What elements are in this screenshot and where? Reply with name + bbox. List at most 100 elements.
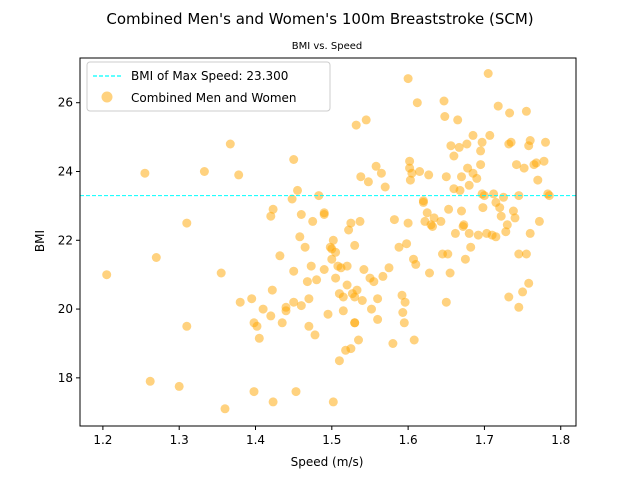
data-point [504,292,514,302]
data-point [399,318,409,328]
data-point [268,397,278,407]
data-point [524,278,534,288]
data-point [357,296,367,305]
data-point [225,139,235,149]
data-point [400,297,410,307]
data-point [350,318,360,328]
data-point [428,222,437,231]
data-point [361,115,371,125]
data-points [102,69,554,414]
data-point [402,239,412,249]
legend-series-label: Combined Men and Women [131,91,297,105]
data-point [295,232,305,242]
data-point [521,249,531,259]
data-point [267,285,277,295]
data-point [310,330,320,340]
data-point [258,304,268,314]
data-point [350,292,360,302]
y-tick-label: 18 [58,371,73,385]
legend-box [86,61,331,112]
data-point [331,247,341,257]
data-point [373,314,383,324]
data-point [441,172,451,182]
data-point [378,271,388,281]
legend: BMI of Max Speed: 23.300 Combined Men an… [86,61,331,112]
data-point [342,280,352,290]
data-point [445,268,455,278]
data-point [459,220,469,230]
data-point [291,387,301,397]
data-point [328,235,338,245]
data-point [308,216,318,226]
data-point [534,216,544,226]
data-point [446,141,456,151]
data-point [254,333,264,343]
data-point [478,203,488,213]
legend-series-marker [101,91,113,103]
data-point [510,213,520,223]
data-point [380,182,390,192]
data-point [281,306,291,316]
data-point [293,185,302,195]
data-point [304,294,314,304]
data-point [407,168,417,178]
data-point [454,142,464,152]
x-axis-label: Speed (m/s) [291,455,364,469]
data-point [367,304,376,314]
data-point [331,273,341,283]
data-point [314,191,324,201]
data-point [476,160,486,170]
data-point [501,227,511,237]
x-tick-label: 1.8 [551,433,570,447]
plot-area-frame [79,57,577,427]
data-point [319,210,329,219]
data-point [296,301,306,311]
data-point [306,261,316,271]
data-point [384,263,394,273]
data-point [252,321,262,331]
data-point [525,136,535,145]
data-point [405,156,415,166]
data-point [403,218,413,228]
x-tick-label: 1.3 [170,433,189,447]
data-point [472,173,482,183]
data-point [363,177,373,187]
data-point [505,108,515,118]
data-point [354,335,363,345]
data-point [199,167,209,176]
data-point [275,251,285,261]
data-point [394,242,404,252]
data-point [289,155,299,164]
data-point [249,387,259,397]
data-point [422,208,432,218]
legend-reference-line-label: BMI of Max Speed: 23.300 [131,69,288,83]
data-point [145,376,155,386]
data-point [403,74,413,84]
data-point [464,228,474,238]
data-point [429,213,439,223]
data-point [464,180,474,190]
data-point [398,308,408,317]
data-point [539,156,549,166]
data-point [388,339,398,348]
data-point [506,137,516,147]
data-point [268,204,278,214]
data-point [338,306,348,316]
data-point [443,249,453,259]
data-point [287,194,297,204]
data-point [350,240,360,250]
data-point [247,294,257,304]
data-point [371,161,381,171]
data-point [483,69,493,78]
data-point [323,309,333,319]
data-point [496,211,506,221]
data-point [485,130,495,140]
data-point [289,266,299,276]
data-point [441,297,451,307]
chart-title: Combined Men's and Women's 100m Breastst… [106,10,533,28]
data-point [477,137,487,147]
data-point [220,404,230,414]
data-point [266,211,276,221]
data-point [440,112,450,121]
